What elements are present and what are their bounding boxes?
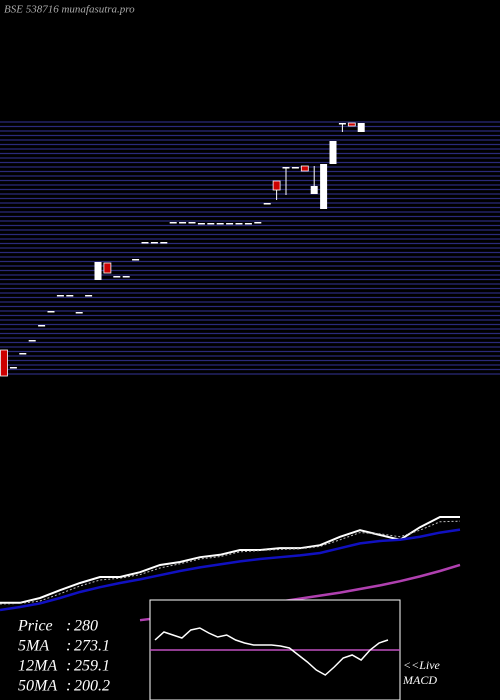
candle-body bbox=[197, 223, 205, 225]
candle-body bbox=[19, 353, 27, 355]
chart-title: BSE 538716 munafasutra.pro bbox=[4, 4, 135, 16]
legend-name: 50MA bbox=[18, 678, 57, 695]
candle-body bbox=[141, 242, 149, 244]
candle-body bbox=[47, 311, 55, 313]
candle-body bbox=[338, 123, 346, 125]
candles bbox=[0, 122, 365, 377]
legend-value: 200.2 bbox=[74, 678, 110, 695]
macd-label: MACD bbox=[402, 673, 437, 687]
candle-body bbox=[113, 276, 121, 278]
candle-body bbox=[272, 180, 281, 191]
candle-body bbox=[310, 186, 318, 194]
candle-body bbox=[160, 242, 168, 244]
legend-separator: : bbox=[66, 678, 71, 695]
candle-body bbox=[132, 259, 140, 261]
candle-body bbox=[244, 223, 252, 225]
candle-body bbox=[188, 222, 196, 224]
legend-value: 273.1 bbox=[74, 638, 110, 655]
candle-body bbox=[282, 167, 290, 169]
ma-line bbox=[0, 515, 460, 604]
candle-body bbox=[329, 141, 337, 164]
candle-body bbox=[235, 223, 243, 225]
candle-body bbox=[103, 262, 112, 274]
candle-body bbox=[226, 223, 234, 225]
candle-body bbox=[291, 167, 299, 169]
candle-body bbox=[179, 222, 187, 224]
candle-body bbox=[56, 295, 64, 297]
candle-body bbox=[300, 165, 309, 172]
ma-line bbox=[0, 520, 461, 605]
legend-separator: : bbox=[66, 658, 71, 675]
candle-body bbox=[150, 242, 158, 244]
candle-body bbox=[28, 340, 36, 342]
ma-line bbox=[0, 528, 461, 612]
candle-body bbox=[0, 349, 8, 377]
candle-body bbox=[9, 367, 17, 369]
legend-value: 259.1 bbox=[74, 658, 110, 675]
candle-body bbox=[38, 325, 46, 327]
candle-body bbox=[207, 223, 215, 225]
legend-separator: : bbox=[66, 618, 71, 635]
candle-body bbox=[75, 312, 83, 314]
candle-body bbox=[85, 295, 93, 297]
candle-body bbox=[347, 122, 356, 127]
macd-line bbox=[154, 627, 389, 676]
grid bbox=[0, 121, 500, 375]
legend-name: 5MA bbox=[18, 638, 49, 655]
legend-value: 280 bbox=[74, 618, 98, 635]
candle-body bbox=[122, 276, 130, 278]
candle-body bbox=[169, 222, 177, 224]
candle-body bbox=[216, 223, 224, 225]
macd bbox=[150, 627, 400, 676]
candle-body bbox=[357, 123, 365, 132]
legend-name: Price bbox=[17, 618, 53, 635]
candle-body bbox=[94, 262, 102, 280]
candle-body bbox=[66, 295, 74, 297]
candle-body bbox=[320, 164, 328, 209]
macd-label: <<Live bbox=[403, 658, 441, 672]
legend-separator: : bbox=[66, 638, 71, 655]
candle-body bbox=[263, 203, 271, 205]
candle-body bbox=[254, 222, 262, 224]
legend-name: 12MA bbox=[18, 658, 57, 675]
